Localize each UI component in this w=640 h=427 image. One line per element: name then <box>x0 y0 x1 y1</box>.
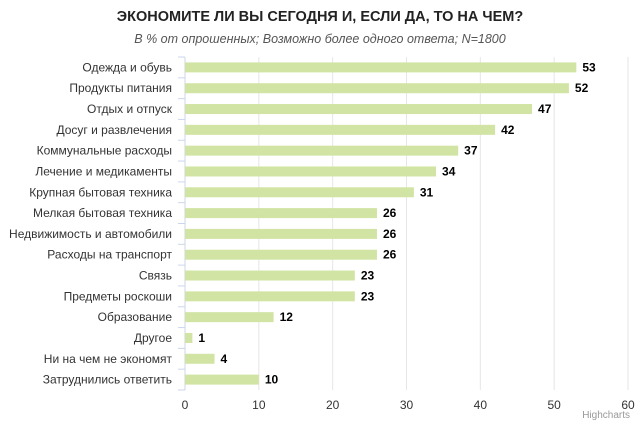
bar <box>185 228 377 239</box>
bar <box>185 270 355 281</box>
category-label: Расходы на транспорт <box>47 248 172 262</box>
category-label: Связь <box>139 269 172 283</box>
category-label: Другое <box>134 331 172 345</box>
category-label: Отдых и отпуск <box>87 102 173 116</box>
data-label: 26 <box>383 206 397 220</box>
data-label: 52 <box>575 81 589 95</box>
bar <box>185 374 259 385</box>
bar <box>185 291 355 302</box>
data-label: 23 <box>361 289 375 303</box>
category-label: Мелкая бытовая техника <box>33 206 172 220</box>
credits-link[interactable]: Highcharts <box>582 410 630 421</box>
category-label: Предметы роскоши <box>64 289 172 303</box>
bar <box>185 83 569 94</box>
data-label: 4 <box>221 352 228 366</box>
x-tick-label: 60 <box>621 398 635 412</box>
data-label: 23 <box>361 269 375 283</box>
data-label: 42 <box>501 123 515 137</box>
category-label: Образование <box>98 310 173 324</box>
bar <box>185 332 193 343</box>
data-label: 47 <box>538 102 552 116</box>
data-label: 10 <box>265 373 279 387</box>
chart-title: ЭКОНОМИТЕ ЛИ ВЫ СЕГОДНЯ И, ЕСЛИ ДА, ТО Н… <box>116 9 524 25</box>
x-tick-label: 40 <box>474 398 488 412</box>
data-label: 37 <box>464 144 478 158</box>
bar <box>185 166 437 177</box>
category-label: Ни на чем не экономят <box>44 352 173 366</box>
data-label: 53 <box>582 60 596 74</box>
bar <box>185 124 496 135</box>
bar <box>185 208 377 219</box>
bar <box>185 312 274 323</box>
bar <box>185 187 414 198</box>
x-tick-label: 20 <box>326 398 340 412</box>
x-tick-label: 30 <box>400 398 414 412</box>
data-label: 31 <box>420 185 434 199</box>
data-label: 12 <box>280 310 294 324</box>
category-label: Одежда и обувь <box>82 60 172 74</box>
bar <box>185 104 533 115</box>
bar <box>185 145 459 156</box>
chart-subtitle: В % от опрошенных; Возможно более одного… <box>134 32 506 46</box>
bar <box>185 249 377 260</box>
category-label: Лечение и медикаменты <box>35 164 172 178</box>
data-label: 34 <box>442 164 456 178</box>
x-tick-label: 10 <box>252 398 266 412</box>
x-tick-label: 50 <box>547 398 561 412</box>
category-label: Крупная бытовая техника <box>29 185 172 199</box>
data-label: 26 <box>383 227 397 241</box>
category-label: Коммунальные расходы <box>37 144 172 158</box>
data-label: 26 <box>383 248 397 262</box>
x-tick-label: 0 <box>182 398 189 412</box>
bar <box>185 62 577 73</box>
category-label: Затруднились ответить <box>43 373 172 387</box>
category-label: Недвижимость и автомобили <box>9 227 172 241</box>
bar <box>185 353 215 364</box>
category-label: Продукты питания <box>69 81 172 95</box>
data-label: 1 <box>198 331 205 345</box>
category-label: Досуг и развлечения <box>56 123 172 137</box>
